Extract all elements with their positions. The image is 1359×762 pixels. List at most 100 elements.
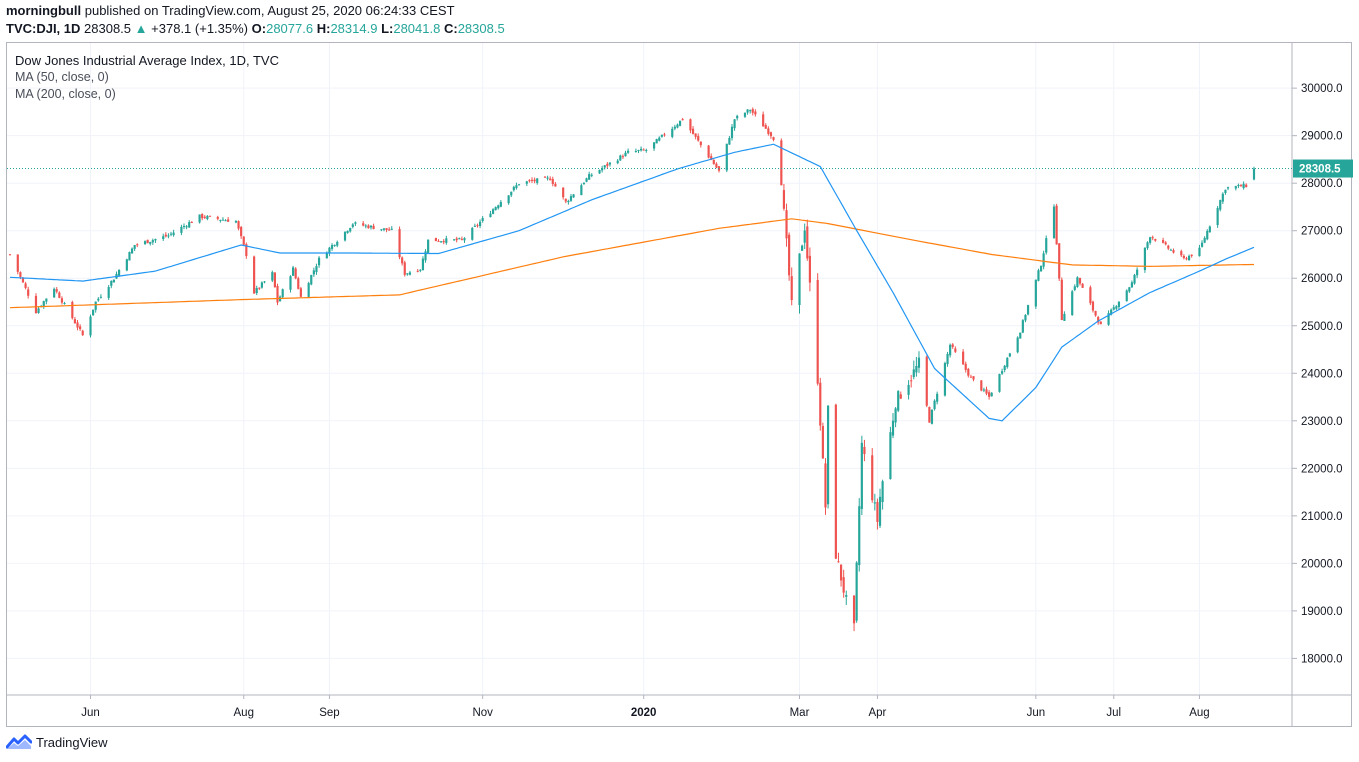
chart-panel	[6, 42, 1352, 727]
candle-body	[169, 233, 173, 235]
candle-body	[933, 400, 936, 410]
candle-body	[442, 241, 445, 243]
candle-body	[255, 287, 258, 294]
candle-body	[167, 235, 170, 237]
candle-body	[673, 126, 676, 129]
last-price-label: 28308.5	[1299, 164, 1341, 176]
candle-body	[637, 150, 640, 152]
candle-body	[481, 218, 484, 221]
candle-body	[312, 270, 315, 275]
candle-body	[146, 239, 149, 244]
candle-body	[533, 179, 536, 182]
candle-body	[912, 369, 915, 378]
candle-body	[606, 163, 609, 166]
candle-body	[691, 128, 695, 135]
candle-body	[79, 326, 82, 330]
candle-body	[694, 133, 697, 137]
candle-body	[253, 256, 256, 294]
candle-body	[943, 363, 947, 396]
candle-body	[424, 251, 427, 261]
candle-body	[749, 110, 752, 112]
candle-body	[1190, 254, 1193, 256]
candle-body	[297, 278, 300, 289]
candle-body	[769, 132, 773, 137]
candle-body	[60, 298, 64, 303]
candle-body	[1182, 255, 1185, 259]
publish-info: morningbull published on TradingView.com…	[6, 3, 455, 18]
candle-body	[242, 236, 245, 245]
candle-body	[816, 279, 819, 384]
ohlc-bar: TVC:DJI, 1D 28308.5 ▲ +378.1 (+1.35%) O:…	[6, 21, 505, 36]
candle-body	[130, 248, 134, 254]
candle-body	[216, 216, 219, 219]
candle-body	[1078, 277, 1082, 284]
candle-body	[969, 376, 973, 378]
candle-body	[53, 288, 56, 298]
candle-body	[421, 258, 425, 271]
author-name[interactable]: morningbull	[6, 3, 82, 18]
candle-body	[546, 177, 549, 179]
x-tick-label: 2020	[631, 707, 657, 719]
candle-body	[299, 288, 302, 297]
candle-body	[351, 224, 354, 227]
x-tick-label: Jun	[81, 707, 100, 719]
candle-body	[678, 120, 682, 126]
candle-body	[221, 219, 225, 221]
candle-body	[315, 266, 318, 273]
candle-body	[639, 148, 643, 151]
candle-body	[136, 244, 139, 246]
legend-ma50[interactable]: MA (50, close, 0)	[15, 70, 109, 84]
candle-body	[188, 222, 191, 228]
tradingview-logo[interactable]: TradingView	[6, 734, 108, 750]
publish-date: published on TradingView.com, August 25,…	[84, 3, 455, 18]
candle-body	[149, 241, 152, 244]
candle-body	[663, 134, 666, 136]
candle-body	[998, 374, 1001, 392]
candle-body	[128, 252, 131, 261]
candle-body	[1063, 313, 1066, 321]
candle-body	[1034, 279, 1037, 307]
legend-ma200[interactable]: MA (200, close, 0)	[15, 87, 116, 101]
candle-body	[1206, 230, 1209, 240]
candle-body	[608, 162, 612, 165]
candle-body	[1198, 247, 1201, 257]
candle-body	[362, 223, 365, 226]
candle-body	[89, 316, 92, 336]
close-value: 28308.5	[457, 21, 505, 36]
candle-body	[499, 202, 502, 207]
high-value: 28314.9	[330, 21, 378, 36]
candle-body	[427, 239, 430, 253]
candle-body	[580, 185, 583, 196]
candle-body	[8, 254, 12, 256]
candle-body	[437, 240, 440, 242]
candle-body	[585, 178, 588, 182]
candle-body	[125, 259, 128, 271]
candle-body	[403, 262, 406, 275]
candle-body	[826, 405, 830, 505]
candle-body	[515, 185, 518, 189]
y-tick-label: 23000.0	[1301, 416, 1343, 428]
candle-body	[354, 222, 357, 224]
candle-body	[71, 301, 74, 319]
candle-body	[910, 380, 913, 382]
candle-body	[603, 165, 606, 168]
candle-body	[398, 229, 401, 258]
ma200-line	[9, 218, 1255, 309]
candle-body	[858, 506, 861, 566]
candle-body	[930, 409, 934, 424]
chart-title[interactable]: Dow Jones Industrial Average Index, 1D, …	[15, 53, 279, 68]
candle-body	[1187, 255, 1191, 261]
candle-body	[1130, 282, 1134, 288]
candle-body	[458, 238, 461, 240]
candle-body	[92, 309, 95, 316]
candle-body	[928, 406, 931, 423]
x-tick-label: Jun	[1027, 707, 1046, 719]
candle-body	[798, 253, 801, 306]
candle-body	[837, 561, 840, 563]
candle-body	[915, 365, 918, 373]
candle-body	[1245, 184, 1248, 188]
x-tick-label: Mar	[790, 707, 810, 719]
open-label: O:	[251, 21, 267, 36]
candle-body	[964, 363, 967, 370]
